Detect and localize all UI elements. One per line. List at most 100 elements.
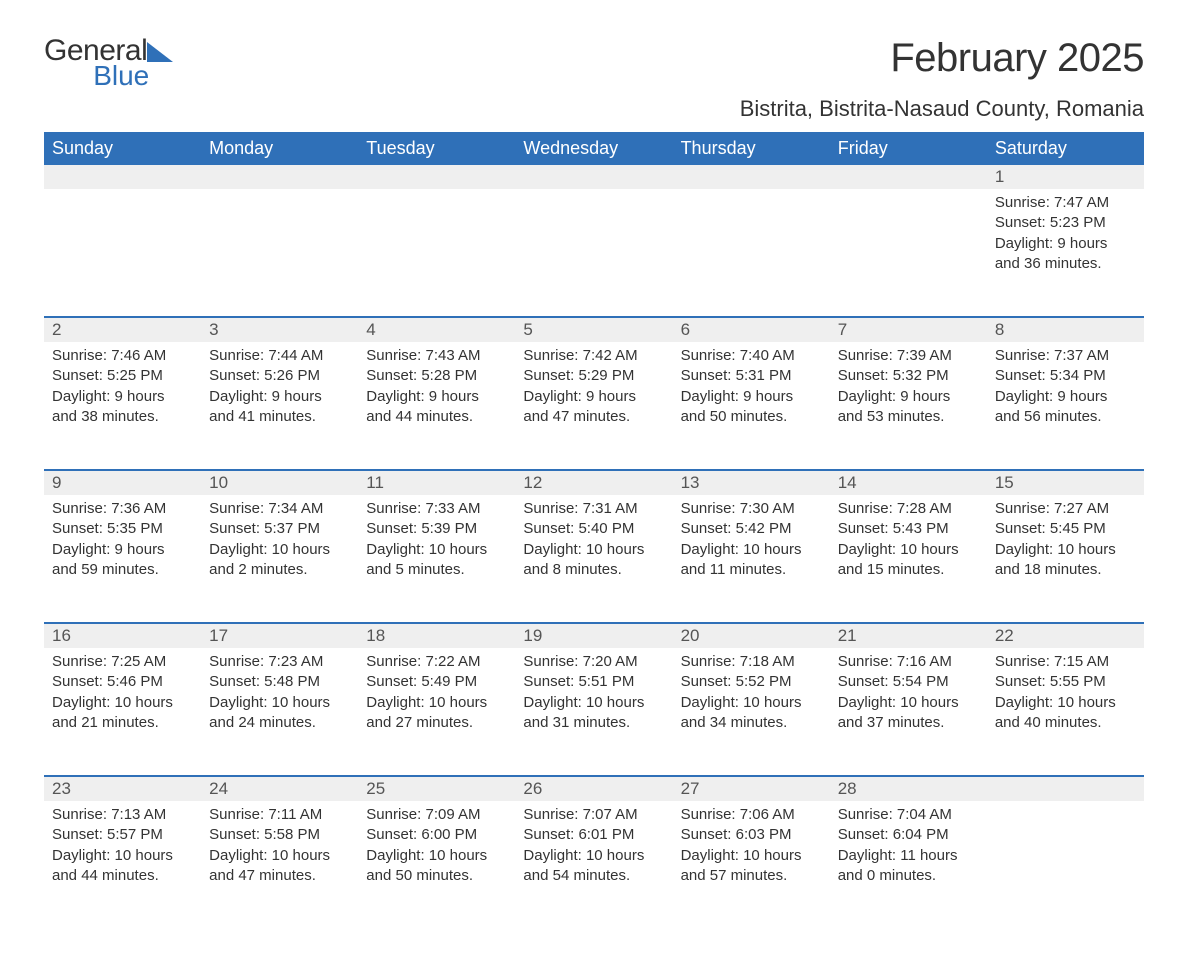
day-day2: and 50 minutes.: [681, 407, 822, 427]
day-number-cell: 2: [44, 317, 201, 342]
day-content-cell: Sunrise: 7:43 AMSunset: 5:28 PMDaylight:…: [358, 342, 515, 470]
day-number-cell: [358, 165, 515, 189]
col-thursday: Thursday: [673, 132, 830, 165]
day-content-cell: Sunrise: 7:16 AMSunset: 5:54 PMDaylight:…: [830, 648, 987, 776]
day-number-cell: 25: [358, 776, 515, 801]
day-day1: Daylight: 10 hours: [366, 693, 507, 713]
day-day1: Daylight: 9 hours: [209, 387, 350, 407]
day-content-cell: Sunrise: 7:33 AMSunset: 5:39 PMDaylight:…: [358, 495, 515, 623]
location-subtitle: Bistrita, Bistrita-Nasaud County, Romani…: [44, 96, 1144, 122]
day-number-cell: 8: [987, 317, 1144, 342]
day-number-cell: 5: [515, 317, 672, 342]
day-number-cell: 6: [673, 317, 830, 342]
day-day1: Daylight: 10 hours: [523, 693, 664, 713]
day-sunset: Sunset: 6:00 PM: [366, 825, 507, 845]
day-day2: and 0 minutes.: [838, 866, 979, 886]
day-sunset: Sunset: 5:26 PM: [209, 366, 350, 386]
day-number-cell: 16: [44, 623, 201, 648]
day-sunset: Sunset: 5:54 PM: [838, 672, 979, 692]
day-day2: and 24 minutes.: [209, 713, 350, 733]
day-content-cell: Sunrise: 7:07 AMSunset: 6:01 PMDaylight:…: [515, 801, 672, 929]
day-number-cell: [201, 165, 358, 189]
day-sunrise: Sunrise: 7:46 AM: [52, 346, 193, 366]
day-number-cell: [830, 165, 987, 189]
day-day1: Daylight: 9 hours: [995, 387, 1136, 407]
day-day2: and 59 minutes.: [52, 560, 193, 580]
day-number-cell: 23: [44, 776, 201, 801]
calendar-header: Sunday Monday Tuesday Wednesday Thursday…: [44, 132, 1144, 165]
day-number-cell: 28: [830, 776, 987, 801]
day-sunset: Sunset: 5:46 PM: [52, 672, 193, 692]
title-block: February 2025: [890, 36, 1144, 81]
day-sunrise: Sunrise: 7:18 AM: [681, 652, 822, 672]
col-monday: Monday: [201, 132, 358, 165]
day-number-cell: 14: [830, 470, 987, 495]
day-day2: and 18 minutes.: [995, 560, 1136, 580]
day-day2: and 34 minutes.: [681, 713, 822, 733]
day-content-cell: Sunrise: 7:47 AMSunset: 5:23 PMDaylight:…: [987, 189, 1144, 317]
day-content-cell: Sunrise: 7:25 AMSunset: 5:46 PMDaylight:…: [44, 648, 201, 776]
day-sunrise: Sunrise: 7:06 AM: [681, 805, 822, 825]
calendar-body: 1Sunrise: 7:47 AMSunset: 5:23 PMDaylight…: [44, 165, 1144, 929]
month-title: February 2025: [890, 36, 1144, 81]
day-content-cell: Sunrise: 7:18 AMSunset: 5:52 PMDaylight:…: [673, 648, 830, 776]
day-content-cell: Sunrise: 7:42 AMSunset: 5:29 PMDaylight:…: [515, 342, 672, 470]
day-number-cell: 11: [358, 470, 515, 495]
week-daynum-row: 9101112131415: [44, 470, 1144, 495]
day-sunrise: Sunrise: 7:43 AM: [366, 346, 507, 366]
logo-triangle-icon: [147, 42, 173, 62]
day-number-cell: 10: [201, 470, 358, 495]
day-day1: Daylight: 10 hours: [366, 540, 507, 560]
day-day2: and 2 minutes.: [209, 560, 350, 580]
day-number-cell: 9: [44, 470, 201, 495]
header: General Blue February 2025: [44, 36, 1144, 90]
day-number-cell: 15: [987, 470, 1144, 495]
day-sunrise: Sunrise: 7:16 AM: [838, 652, 979, 672]
day-sunrise: Sunrise: 7:42 AM: [523, 346, 664, 366]
day-sunset: Sunset: 5:43 PM: [838, 519, 979, 539]
day-content-cell: Sunrise: 7:31 AMSunset: 5:40 PMDaylight:…: [515, 495, 672, 623]
day-day1: Daylight: 9 hours: [995, 234, 1136, 254]
day-number-cell: 17: [201, 623, 358, 648]
logo-text: General Blue: [44, 36, 147, 90]
day-day1: Daylight: 10 hours: [209, 693, 350, 713]
day-day2: and 57 minutes.: [681, 866, 822, 886]
day-sunset: Sunset: 5:51 PM: [523, 672, 664, 692]
day-day2: and 50 minutes.: [366, 866, 507, 886]
day-content-cell: Sunrise: 7:30 AMSunset: 5:42 PMDaylight:…: [673, 495, 830, 623]
day-content-cell: Sunrise: 7:36 AMSunset: 5:35 PMDaylight:…: [44, 495, 201, 623]
col-friday: Friday: [830, 132, 987, 165]
week-content-row: Sunrise: 7:36 AMSunset: 5:35 PMDaylight:…: [44, 495, 1144, 623]
day-day1: Daylight: 10 hours: [995, 540, 1136, 560]
day-content-cell: Sunrise: 7:28 AMSunset: 5:43 PMDaylight:…: [830, 495, 987, 623]
day-sunset: Sunset: 5:25 PM: [52, 366, 193, 386]
week-daynum-row: 232425262728: [44, 776, 1144, 801]
day-sunset: Sunset: 5:48 PM: [209, 672, 350, 692]
day-sunset: Sunset: 5:31 PM: [681, 366, 822, 386]
day-sunrise: Sunrise: 7:44 AM: [209, 346, 350, 366]
day-content-cell: Sunrise: 7:44 AMSunset: 5:26 PMDaylight:…: [201, 342, 358, 470]
day-sunset: Sunset: 5:34 PM: [995, 366, 1136, 386]
day-content-cell: [358, 189, 515, 317]
day-day1: Daylight: 10 hours: [52, 693, 193, 713]
day-day1: Daylight: 10 hours: [523, 846, 664, 866]
day-number-cell: 27: [673, 776, 830, 801]
day-day1: Daylight: 11 hours: [838, 846, 979, 866]
week-content-row: Sunrise: 7:13 AMSunset: 5:57 PMDaylight:…: [44, 801, 1144, 929]
day-sunrise: Sunrise: 7:09 AM: [366, 805, 507, 825]
day-number-cell: 24: [201, 776, 358, 801]
day-day1: Daylight: 10 hours: [681, 846, 822, 866]
day-sunrise: Sunrise: 7:13 AM: [52, 805, 193, 825]
day-number-cell: 7: [830, 317, 987, 342]
col-wednesday: Wednesday: [515, 132, 672, 165]
calendar-table: Sunday Monday Tuesday Wednesday Thursday…: [44, 132, 1144, 929]
day-content-cell: Sunrise: 7:22 AMSunset: 5:49 PMDaylight:…: [358, 648, 515, 776]
day-sunset: Sunset: 5:52 PM: [681, 672, 822, 692]
day-sunset: Sunset: 5:49 PM: [366, 672, 507, 692]
day-day2: and 40 minutes.: [995, 713, 1136, 733]
day-sunrise: Sunrise: 7:23 AM: [209, 652, 350, 672]
day-day2: and 54 minutes.: [523, 866, 664, 886]
day-day1: Daylight: 10 hours: [681, 693, 822, 713]
day-sunrise: Sunrise: 7:15 AM: [995, 652, 1136, 672]
day-day2: and 31 minutes.: [523, 713, 664, 733]
